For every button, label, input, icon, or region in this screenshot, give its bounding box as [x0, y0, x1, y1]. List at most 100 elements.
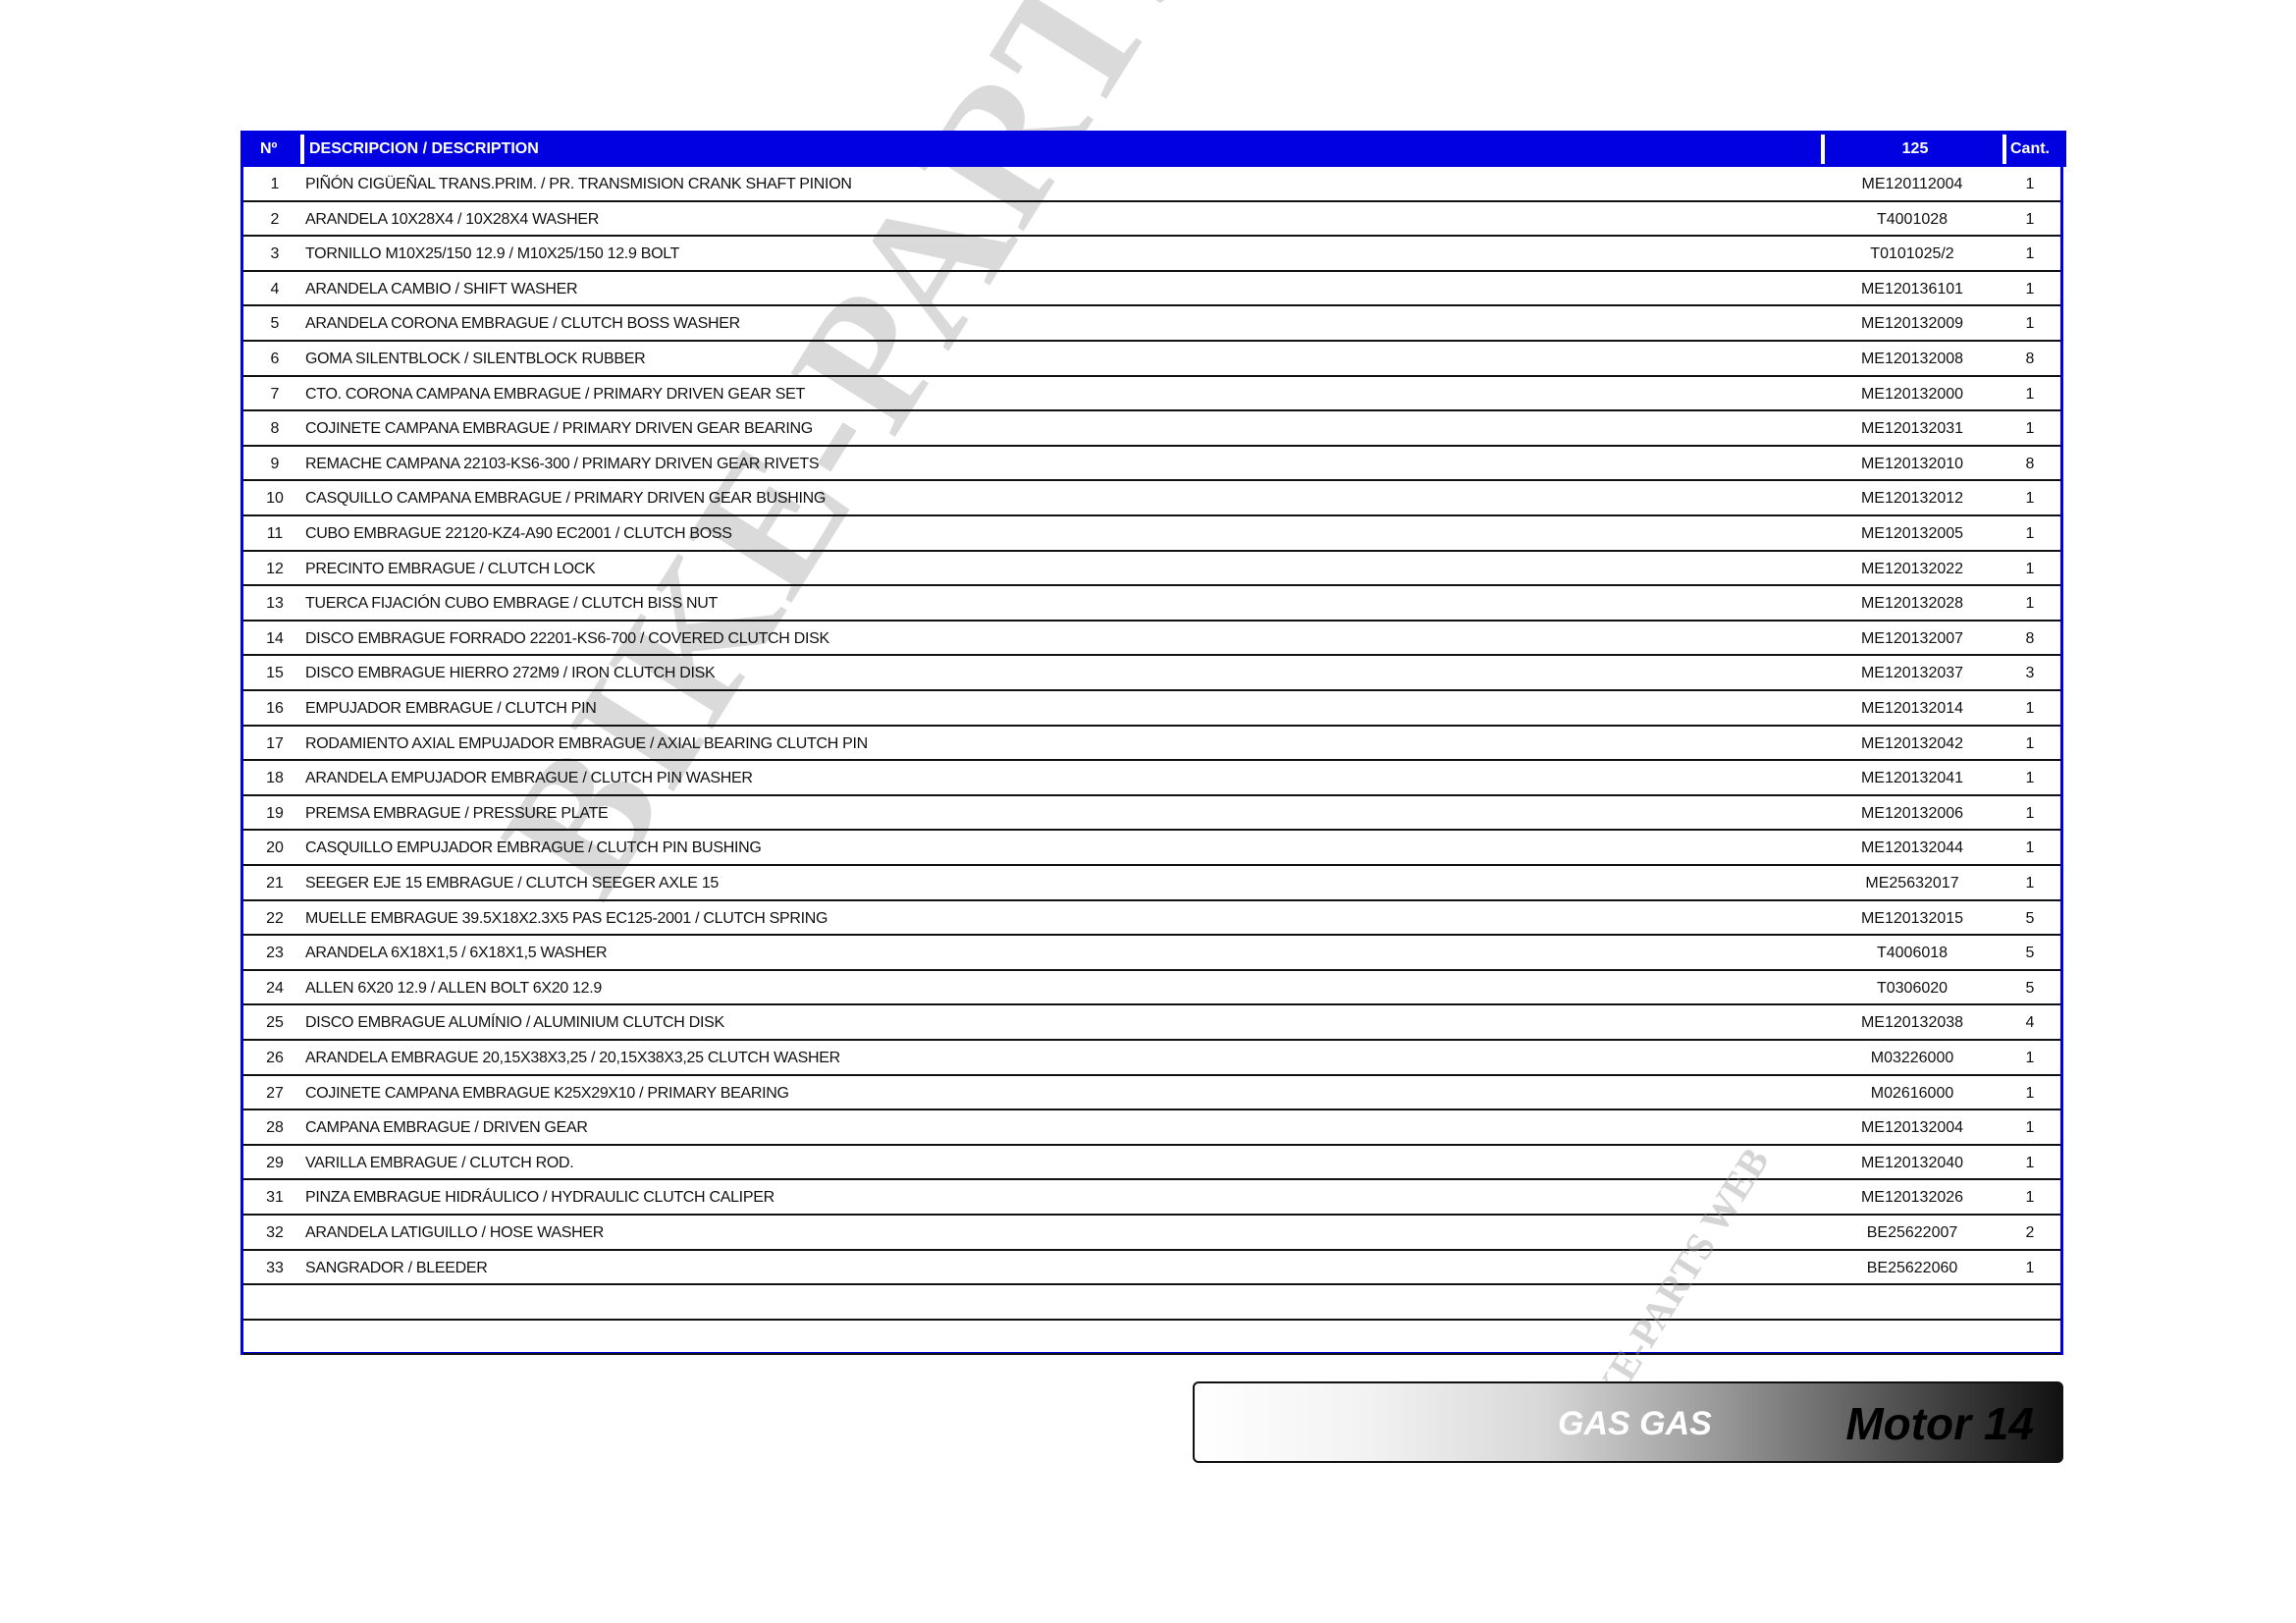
- table-row: 26 ARANDELA EMBRAGUE 20,15X38X3,25 / 20,1…: [243, 1041, 2060, 1076]
- row-number: 12: [266, 560, 284, 577]
- table-row: 31 PINZA EMBRAGUE HIDRÁULICO / HYDRAULIC …: [243, 1180, 2060, 1216]
- row-quantity: 1: [2025, 420, 2035, 438]
- section-title: Motor 14: [1845, 1398, 2034, 1449]
- header-qty: Cant.: [2010, 140, 2050, 157]
- row-part-code: T0101025/2: [1870, 245, 1954, 263]
- row-description: MUELLE EMBRAGUE 39.5X18X2.3X5 PAS EC125-…: [305, 909, 828, 927]
- row-number: 24: [266, 979, 284, 997]
- row-description: ARANDELA EMBRAGUE 20,15X38X3,25 / 20,15X…: [305, 1050, 840, 1066]
- table-row: 8 COJINETE CAMPANA EMBRAGUE / PRIMARY DRI…: [243, 411, 2060, 447]
- table-row: 10 CASQUILLO CAMPANA EMBRAGUE / PRIMARY D…: [243, 481, 2060, 516]
- row-description: COJINETE CAMPANA EMBRAGUE K25X29X10 / PR…: [305, 1084, 789, 1102]
- table-row: [243, 1321, 2060, 1356]
- row-part-code: ME120132015: [1860, 909, 1964, 927]
- row-part-code: ME120112004: [1861, 176, 1963, 192]
- table-row: 9 REMACHE CAMPANA 22103-KS6-300 / PRIMARY…: [243, 447, 2060, 482]
- table-row: 22 MUELLE EMBRAGUE 39.5X18X2.3X5 PAS EC12…: [243, 901, 2060, 937]
- row-description: CASQUILLO EMPUJADOR EMBRAGUE / CLUTCH PI…: [305, 839, 762, 857]
- table-row: 4 ARANDELA CAMBIO / SHIFT WASHER ME1201361…: [243, 272, 2060, 307]
- row-part-code: M03226000: [1870, 1050, 1954, 1066]
- row-description: PIÑÓN CIGÜEÑAL TRANS.PRIM. / PR. TRANSMI…: [305, 176, 852, 192]
- row-part-code: ME120132009: [1860, 315, 1964, 333]
- table-row: 2 ARANDELA 10X28X4 / 10X28X4 WASHER T40010…: [243, 202, 2060, 238]
- table-row: 29 VARILLA EMBRAGUE / CLUTCH ROD. ME120132…: [243, 1146, 2060, 1181]
- row-description: TUERCA FIJACIÓN CUBO EMBRAGE / CLUTCH BI…: [305, 595, 719, 613]
- row-part-code: ME120132041: [1860, 770, 1964, 787]
- row-description: COJINETE CAMPANA EMBRAGUE / PRIMARY DRIV…: [305, 420, 813, 438]
- row-part-code: ME120132006: [1860, 804, 1964, 822]
- row-number: 19: [266, 804, 284, 822]
- row-description: VARILLA EMBRAGUE / CLUTCH ROD.: [305, 1154, 574, 1171]
- row-part-code: ME120132004: [1860, 1119, 1964, 1137]
- row-part-code: ME120132028: [1860, 595, 1964, 613]
- row-quantity: 1: [2025, 875, 2035, 892]
- row-part-code: ME120132012: [1860, 490, 1964, 508]
- row-number: 27: [266, 1084, 284, 1102]
- row-part-code: ME120132014: [1860, 700, 1964, 717]
- row-quantity: 1: [2025, 1259, 2035, 1276]
- row-part-code: ME120132042: [1860, 734, 1964, 752]
- row-number: 32: [266, 1224, 284, 1241]
- parts-table: Nº DESCRIPCION / DESCRIPTION 125 Cant. 1…: [240, 131, 2066, 1356]
- row-number: 9: [270, 455, 280, 472]
- header-divider: [2002, 135, 2006, 164]
- row-quantity: 5: [2025, 945, 2035, 962]
- row-quantity: 1: [2025, 804, 2035, 822]
- table-row: 20 CASQUILLO EMPUJADOR EMBRAGUE / CLUTCH …: [243, 831, 2060, 866]
- row-quantity: 3: [2025, 665, 2035, 682]
- row-quantity: 1: [2025, 770, 2035, 787]
- row-part-code: T4001028: [1876, 210, 1949, 228]
- table-row: 33 SANGRADOR / BLEEDER BE25622060 1: [243, 1251, 2060, 1286]
- row-description: ARANDELA 6X18X1,5 / 6X18X1,5 WASHER: [305, 945, 608, 962]
- row-quantity: 8: [2025, 351, 2035, 367]
- row-description: SANGRADOR / BLEEDER: [305, 1259, 488, 1276]
- row-quantity: 1: [2025, 315, 2035, 333]
- table-row: 19 PREMSA EMBRAGUE / PRESSURE PLATE ME1201…: [243, 796, 2060, 832]
- row-description: CTO. CORONA CAMPANA EMBRAGUE / PRIMARY D…: [305, 385, 805, 403]
- row-description: ARANDELA CORONA EMBRAGUE / CLUTCH BOSS W…: [305, 315, 740, 333]
- table-row: 13 TUERCA FIJACIÓN CUBO EMBRAGE / CLUTCH …: [243, 586, 2060, 622]
- row-description: REMACHE CAMPANA 22103-KS6-300 / PRIMARY …: [305, 455, 820, 472]
- brand-label: GAS GAS: [1558, 1405, 1712, 1442]
- table-row: 18 ARANDELA EMPUJADOR EMBRAGUE / CLUTCH P…: [243, 761, 2060, 796]
- row-number: 26: [266, 1050, 284, 1066]
- row-number: 21: [266, 875, 284, 892]
- row-number: 2: [270, 210, 280, 228]
- table-row: 6 GOMA SILENTBLOCK / SILENTBLOCK RUBBER ME…: [243, 342, 2060, 377]
- row-quantity: 1: [2025, 176, 2035, 192]
- table-row: 27 COJINETE CAMPANA EMBRAGUE K25X29X10 / …: [243, 1076, 2060, 1111]
- row-quantity: 1: [2025, 245, 2035, 263]
- table-row: 14 DISCO EMBRAGUE FORRADO 22201-KS6-700 /…: [243, 622, 2060, 657]
- row-part-code: ME120132044: [1860, 839, 1964, 857]
- row-quantity: 8: [2025, 629, 2035, 647]
- row-part-code: ME120132000: [1860, 385, 1964, 403]
- row-part-code: ME25632017: [1865, 875, 1959, 892]
- table-row: 1 PIÑÓN CIGÜEÑAL TRANS.PRIM. / PR. TRANSM…: [243, 167, 2060, 202]
- row-part-code: ME120132040: [1860, 1154, 1964, 1171]
- row-part-code: ME120132010: [1860, 455, 1964, 472]
- row-description: GOMA SILENTBLOCK / SILENTBLOCK RUBBER: [305, 351, 646, 367]
- table-row: 7 CTO. CORONA CAMPANA EMBRAGUE / PRIMARY …: [243, 377, 2060, 412]
- table-row: 5 ARANDELA CORONA EMBRAGUE / CLUTCH BOSS …: [243, 306, 2060, 342]
- row-description: DISCO EMBRAGUE HIERRO 272M9 / IRON CLUTC…: [305, 665, 716, 682]
- table-header: Nº DESCRIPCION / DESCRIPTION 125 Cant.: [240, 131, 2066, 167]
- row-quantity: 1: [2025, 1154, 2035, 1171]
- row-part-code: ME120132038: [1860, 1014, 1964, 1032]
- row-number: 8: [270, 420, 280, 438]
- table-row: 21 SEEGER EJE 15 EMBRAGUE / CLUTCH SEEGER…: [243, 866, 2060, 901]
- header-no: Nº: [260, 140, 278, 157]
- row-quantity: 2: [2025, 1224, 2035, 1241]
- row-description: ARANDELA CAMBIO / SHIFT WASHER: [305, 280, 578, 298]
- table-row: 3 TORNILLO M10X25/150 12.9 / M10X25/150 1…: [243, 237, 2060, 272]
- row-part-code: ME120132037: [1860, 665, 1964, 682]
- row-quantity: 1: [2025, 1119, 2035, 1137]
- table-row: 25 DISCO EMBRAGUE ALUMÍNIO / ALUMINIUM CL…: [243, 1005, 2060, 1041]
- row-part-code: ME120132008: [1860, 351, 1964, 367]
- row-quantity: 1: [2025, 1084, 2035, 1102]
- row-quantity: 8: [2025, 455, 2035, 472]
- row-part-code: ME120132031: [1860, 420, 1964, 438]
- row-quantity: 1: [2025, 385, 2035, 403]
- footer-banner: GAS GAS Motor 14: [1193, 1381, 2063, 1463]
- row-part-code: T0306020: [1876, 979, 1949, 997]
- header-description: DESCRIPCION / DESCRIPTION: [309, 140, 539, 157]
